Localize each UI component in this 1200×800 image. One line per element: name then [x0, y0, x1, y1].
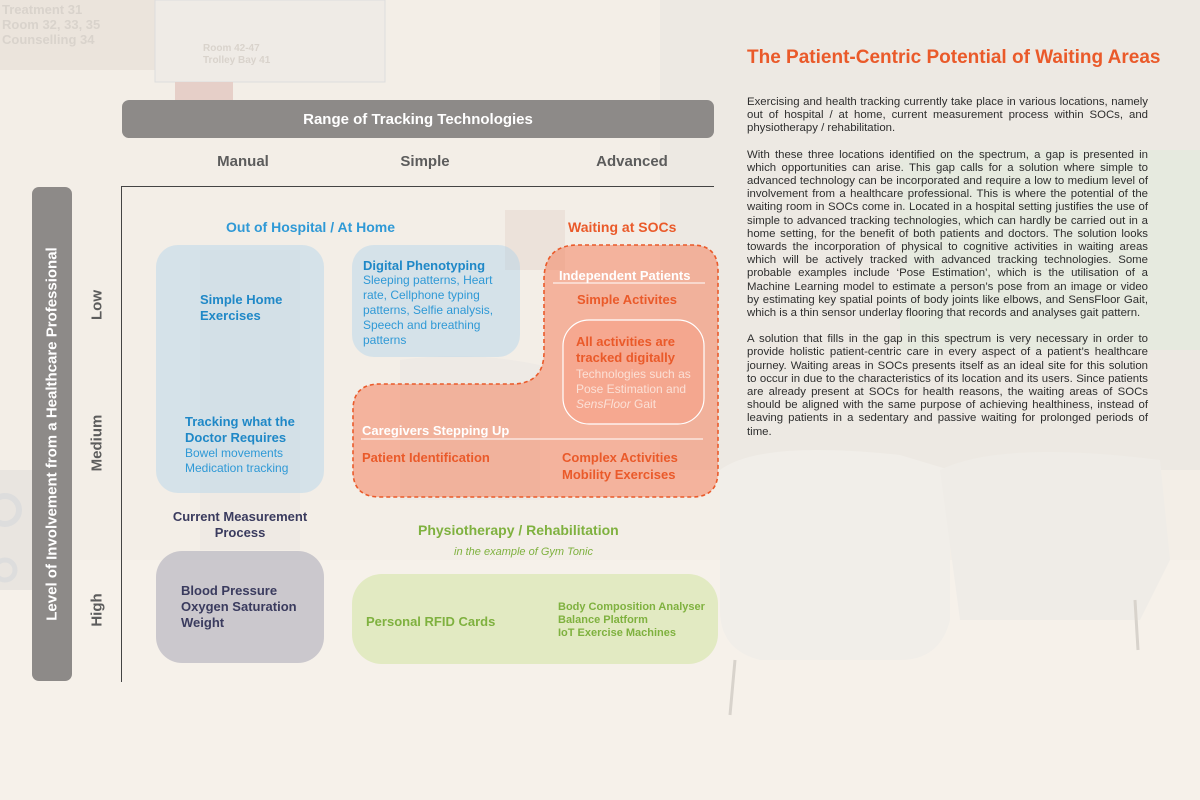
- signage-line: Counselling 34: [2, 32, 95, 47]
- axis-horizontal: [122, 186, 714, 187]
- digital-phenotyping-title: Digital Phenotyping: [363, 258, 486, 273]
- article-paragraph-3: A solution that fills in the gap in this…: [747, 333, 1148, 438]
- signage-right: Room 42-47 Trolley Bay 41: [203, 43, 270, 67]
- digital-phenotyping-desc: Sleeping patterns, Heart rate, Cellphone…: [363, 273, 494, 347]
- physio-box: [352, 574, 718, 664]
- vital-oxygen-saturation: Oxygen Saturation: [181, 599, 297, 614]
- zone-physio-title: Physiotherapy / Rehabilitation: [418, 522, 619, 538]
- all-tracked-desc-text: Technologies such as Pose Estimation and: [576, 367, 691, 396]
- mobility-exercises: Mobility Exercises: [562, 467, 676, 482]
- simple-home-exercises: Simple Home Exercises: [200, 292, 283, 323]
- iot-exercise-machines: IoT Exercise Machines: [558, 627, 676, 639]
- body-composition-analyser: Body Composition Analyser: [558, 601, 705, 613]
- signage-line: Room 32, 33, 35: [2, 17, 101, 32]
- zone-home-title: Out of Hospital / At Home: [226, 219, 396, 235]
- signage-line: Room 42-47: [203, 43, 260, 54]
- vitals-list: Blood Pressure Oxygen Saturation Weight: [181, 583, 297, 631]
- article-paragraph-2: With these three locations identified on…: [747, 148, 1148, 320]
- axis-vertical: [121, 186, 122, 682]
- all-tracked-desc-suffix: Gait: [630, 397, 657, 411]
- signage: Treatment 31 Room 32, 33, 35 Counselling…: [2, 2, 100, 47]
- column-advanced: Advanced: [596, 153, 668, 170]
- article-body: Exercising and health tracking currently…: [747, 96, 1148, 452]
- zone-current-title: Current Measurement Process: [172, 509, 308, 540]
- balance-platform: Balance Platform: [558, 614, 648, 626]
- complex-activities: Complex Activities: [562, 450, 678, 465]
- tracking-doctor-title: Tracking what the Doctor Requires: [185, 414, 295, 445]
- vital-blood-pressure: Blood Pressure: [181, 583, 278, 598]
- all-tracked-desc: Technologies such as Pose Estimation and…: [576, 367, 694, 412]
- article-title: The Patient-Centric Potential of Waiting…: [747, 47, 1161, 68]
- home-box-large: [156, 245, 324, 493]
- article-paragraph-1: Exercising and health tracking currently…: [747, 96, 1148, 135]
- physio-equipment: Body Composition Analyser Balance Platfo…: [558, 601, 705, 640]
- range-of-tracking-bar: Range of Tracking Technologies: [122, 100, 714, 138]
- caregivers-stepping-up: Caregivers Stepping Up: [362, 423, 510, 438]
- all-tracked-title: All activities are tracked digitally: [576, 334, 675, 365]
- simple-activities: Simple Activites: [577, 292, 677, 307]
- current-box: [156, 551, 324, 663]
- column-manual: Manual: [217, 153, 269, 170]
- patient-identification: Patient Identification: [362, 450, 490, 465]
- tracking-doctor-desc-2: Medication tracking: [185, 461, 289, 475]
- zone-socs-title: Waiting at SOCs: [568, 219, 677, 235]
- independent-patients: Independent Patients: [559, 268, 691, 283]
- signage-line: Treatment 31: [2, 2, 83, 17]
- sensfloor-italic: SensFloor: [576, 397, 631, 411]
- rfid-cards: Personal RFID Cards: [366, 614, 496, 629]
- zone-physio-note: in the example of Gym Tonic: [454, 546, 593, 558]
- involvement-bar: [32, 187, 72, 681]
- tracking-doctor-desc-1: Bowel movements: [185, 446, 284, 460]
- vital-weight: Weight: [181, 615, 225, 630]
- column-simple: Simple: [400, 153, 450, 170]
- signage-line: Trolley Bay 41: [203, 55, 271, 66]
- home-box-phenotyping: [352, 245, 520, 357]
